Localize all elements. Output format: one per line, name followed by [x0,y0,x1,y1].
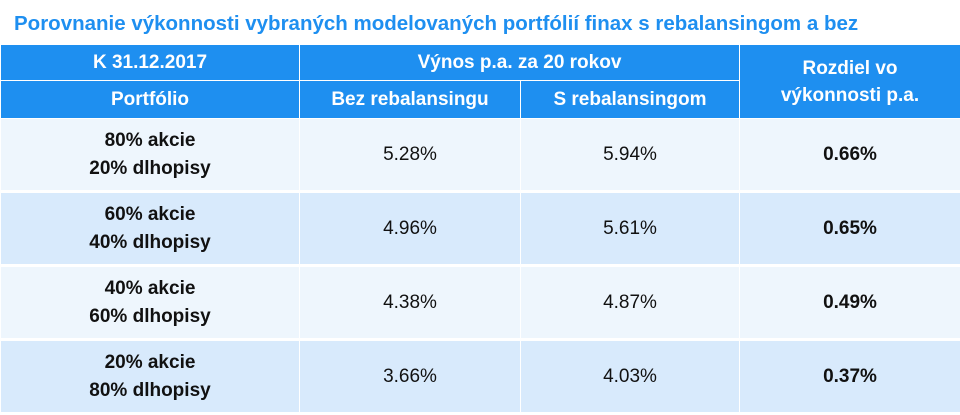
portfolio-stocks: 40% akcie [105,278,196,299]
portfolio-stocks: 20% akcie [105,352,196,373]
portfolio-cell: 40% akcie 60% dlhopisy [1,266,300,340]
without-rebalancing-value: 5.28% [300,119,521,192]
portfolio-bonds: 40% dlhopisy [89,232,210,253]
difference-value: 0.66% [740,119,960,192]
with-rebalancing-value: 5.94% [521,119,740,192]
without-rebalancing-value: 4.96% [300,192,521,266]
portfolio-bonds: 60% dlhopisy [89,306,210,327]
difference-header-line1: Rozdiel vo [802,58,897,79]
portfolio-header: Portfólio [1,81,300,119]
date-header: K 31.12.2017 [1,45,300,81]
table-row: 40% akcie 60% dlhopisy 4.38% 4.87% 0.49% [1,266,960,340]
with-rebalancing-header: S rebalansingom [521,81,740,119]
with-rebalancing-value: 4.87% [521,266,740,340]
with-rebalancing-value: 5.61% [521,192,740,266]
table-row: 80% akcie 20% dlhopisy 5.28% 5.94% 0.66% [1,119,960,192]
without-rebalancing-value: 3.66% [300,340,521,414]
without-rebalancing-value: 4.38% [300,266,521,340]
portfolio-cell: 20% akcie 80% dlhopisy [1,340,300,414]
with-rebalancing-value: 4.03% [521,340,740,414]
performance-table: K 31.12.2017 Výnos p.a. za 20 rokov Rozd… [0,44,960,415]
difference-value: 0.65% [740,192,960,266]
difference-header-line2: výkonnosti p.a. [781,85,919,106]
portfolio-cell: 80% akcie 20% dlhopisy [1,119,300,192]
table-row: 20% akcie 80% dlhopisy 3.66% 4.03% 0.37% [1,340,960,414]
difference-value: 0.37% [740,340,960,414]
table-title: Porovnanie výkonnosti vybraných modelova… [14,6,958,42]
difference-value: 0.49% [740,266,960,340]
portfolio-stocks: 60% akcie [105,204,196,225]
returns-group-header: Výnos p.a. za 20 rokov [300,45,740,81]
difference-header: Rozdiel vo výkonnosti p.a. [740,45,960,119]
without-rebalancing-header: Bez rebalansingu [300,81,521,119]
portfolio-bonds: 20% dlhopisy [89,158,210,179]
portfolio-stocks: 80% akcie [105,130,196,151]
table-row: 60% akcie 40% dlhopisy 4.96% 5.61% 0.65% [1,192,960,266]
portfolio-bonds: 80% dlhopisy [89,380,210,401]
portfolio-cell: 60% akcie 40% dlhopisy [1,192,300,266]
